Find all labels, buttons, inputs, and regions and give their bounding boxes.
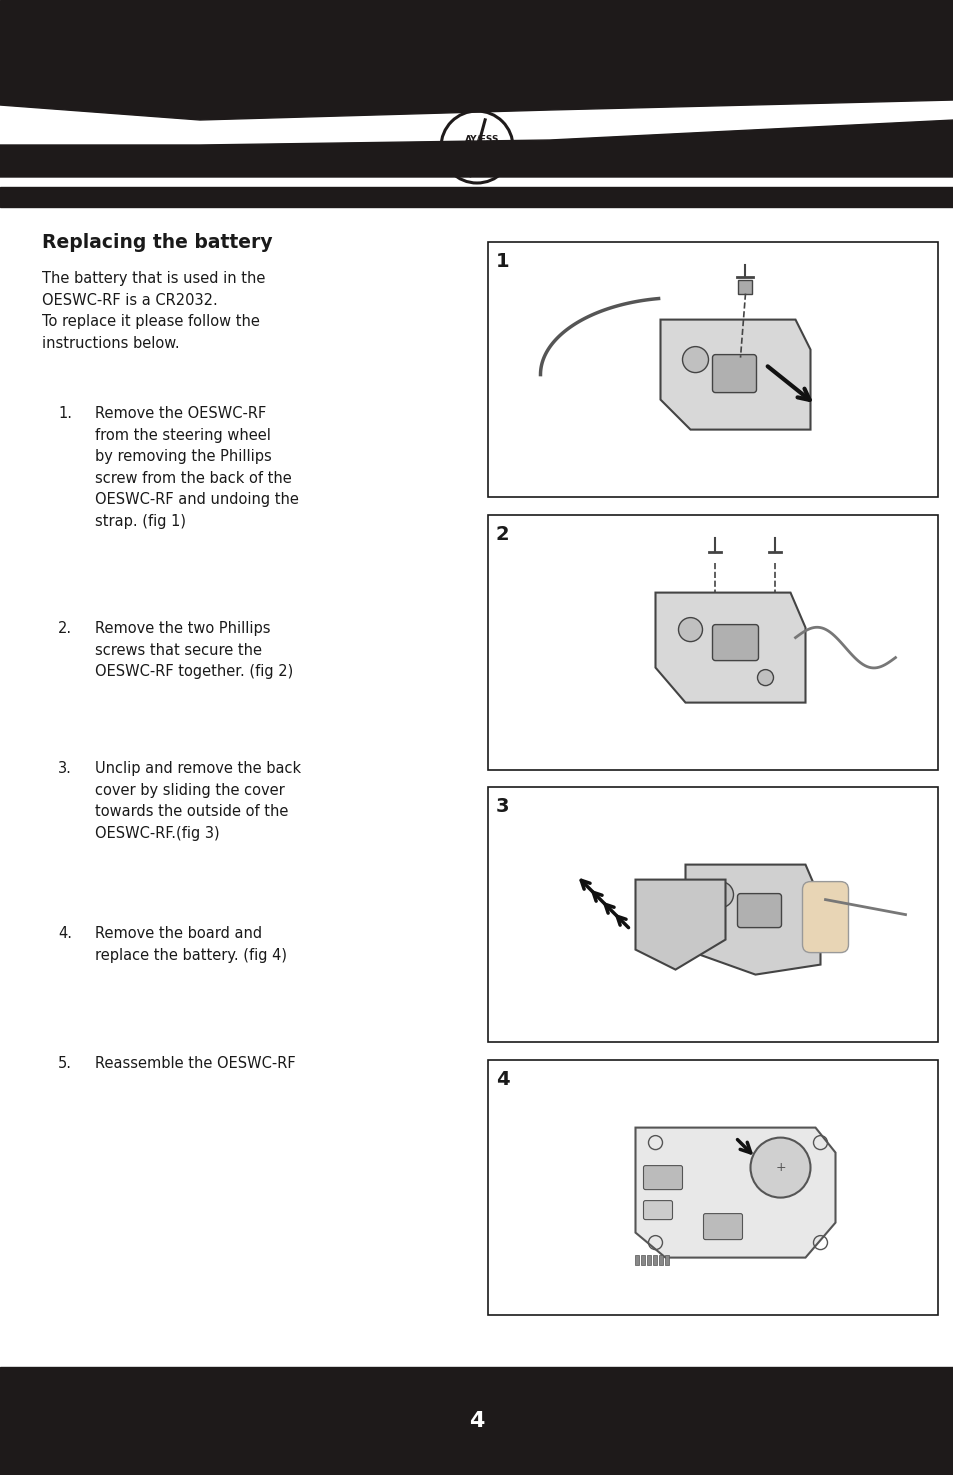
Bar xyxy=(488,788,937,1041)
Bar xyxy=(0,0,953,38)
Circle shape xyxy=(678,618,701,642)
Polygon shape xyxy=(635,879,724,969)
Text: AXXESS: AXXESS xyxy=(463,149,500,158)
Bar xyxy=(635,1255,639,1264)
Text: Remove the two Phillips
screws that secure the
OESWC-RF together. (fig 2): Remove the two Phillips screws that secu… xyxy=(95,621,293,679)
Text: +: + xyxy=(775,1161,785,1174)
Text: 1: 1 xyxy=(496,252,509,271)
Bar xyxy=(0,1367,953,1475)
Circle shape xyxy=(757,670,773,686)
Bar xyxy=(659,1255,662,1264)
Text: Replacing the battery: Replacing the battery xyxy=(42,233,273,252)
FancyBboxPatch shape xyxy=(737,894,781,928)
Text: Remove the board and
replace the battery. (fig 4): Remove the board and replace the battery… xyxy=(95,926,287,963)
Bar xyxy=(488,242,937,497)
Bar xyxy=(665,1255,669,1264)
Polygon shape xyxy=(0,0,953,38)
Text: 4.: 4. xyxy=(58,926,71,941)
Text: Reassemble the OESWC-RF: Reassemble the OESWC-RF xyxy=(95,1056,295,1071)
Text: Unclip and remove the back
cover by sliding the cover
towards the outside of the: Unclip and remove the back cover by slid… xyxy=(95,761,301,841)
Bar xyxy=(488,515,937,770)
Bar xyxy=(640,1255,645,1264)
Text: 3: 3 xyxy=(496,796,509,816)
FancyBboxPatch shape xyxy=(643,1165,681,1190)
Circle shape xyxy=(750,1137,810,1198)
Polygon shape xyxy=(655,593,804,702)
FancyBboxPatch shape xyxy=(712,624,758,661)
Bar xyxy=(738,280,752,294)
Text: 5.: 5. xyxy=(58,1056,71,1071)
Text: 4: 4 xyxy=(496,1069,509,1089)
Polygon shape xyxy=(635,1127,835,1258)
Text: 4: 4 xyxy=(469,1412,484,1431)
Text: 2: 2 xyxy=(496,525,509,544)
Polygon shape xyxy=(659,320,810,429)
Polygon shape xyxy=(0,119,953,177)
Circle shape xyxy=(681,347,708,373)
Polygon shape xyxy=(685,864,820,975)
FancyBboxPatch shape xyxy=(712,354,756,392)
Text: AY/ESS: AY/ESS xyxy=(464,134,498,143)
Bar xyxy=(488,1061,937,1316)
Text: The battery that is used in the
OESWC-RF is a CR2032.
To replace it please follo: The battery that is used in the OESWC-RF… xyxy=(42,271,265,351)
Text: 1.: 1. xyxy=(58,406,71,420)
Text: 3.: 3. xyxy=(58,761,71,776)
Bar xyxy=(653,1255,657,1264)
FancyBboxPatch shape xyxy=(702,1214,741,1239)
Bar xyxy=(0,187,953,206)
FancyBboxPatch shape xyxy=(801,882,847,953)
Bar xyxy=(647,1255,651,1264)
FancyBboxPatch shape xyxy=(643,1201,672,1220)
Polygon shape xyxy=(0,38,953,119)
Text: 2.: 2. xyxy=(58,621,72,636)
Circle shape xyxy=(707,882,733,907)
Text: Remove the OESWC-RF
from the steering wheel
by removing the Phillips
screw from : Remove the OESWC-RF from the steering wh… xyxy=(95,406,298,530)
